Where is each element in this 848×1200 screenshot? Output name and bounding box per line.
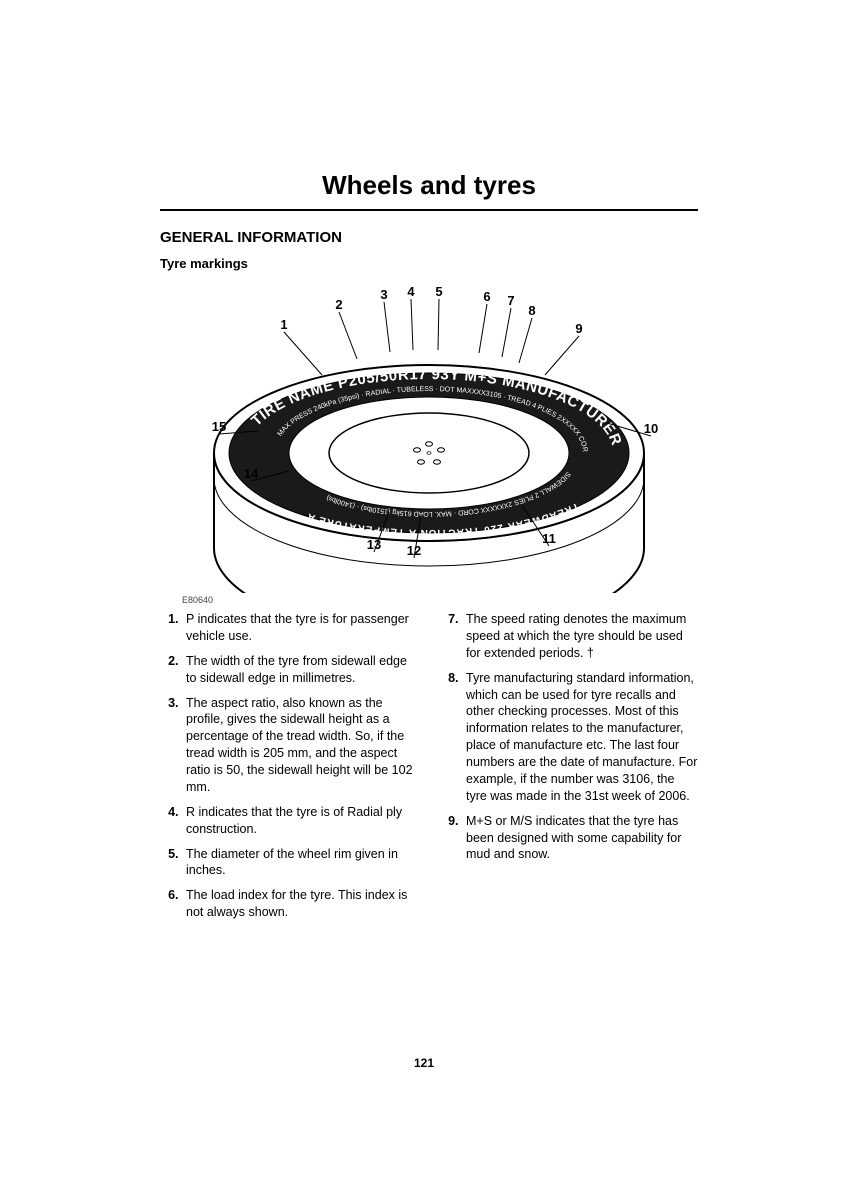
left-column: P indicates that the tyre is for passeng… [160,611,418,929]
right-column: The speed rating denotes the maximum spe… [440,611,698,929]
list-item: The load index for the tyre. This index … [182,887,418,921]
list-item: P indicates that the tyre is for passeng… [182,611,418,645]
page-title: Wheels and tyres [160,170,698,201]
svg-text:6: 6 [483,289,490,304]
svg-text:2: 2 [335,297,342,312]
svg-text:5: 5 [435,284,442,299]
list-item: The speed rating denotes the maximum spe… [462,611,698,662]
svg-text:15: 15 [212,419,226,434]
svg-text:7: 7 [507,293,514,308]
title-divider [160,209,698,211]
svg-text:3: 3 [380,287,387,302]
list-item: M+S or M/S indicates that the tyre has b… [462,813,698,864]
document-page: Wheels and tyres GENERAL INFORMATION Tyr… [0,0,848,1200]
svg-text:4: 4 [407,284,415,299]
svg-text:14: 14 [244,466,259,481]
figure-reference: E80640 [182,595,698,605]
svg-text:9: 9 [575,321,582,336]
svg-text:13: 13 [367,537,381,552]
section-heading: GENERAL INFORMATION [160,229,698,246]
svg-text:11: 11 [542,531,556,546]
tyre-diagram: TIRE NAME P205/50R17 93Y M+S MANUFACTURE… [160,283,698,593]
sub-heading: Tyre markings [160,256,698,271]
left-list: P indicates that the tyre is for passeng… [160,611,418,921]
right-list: The speed rating denotes the maximum spe… [440,611,698,863]
list-item: The width of the tyre from sidewall edge… [182,653,418,687]
list-item: The aspect ratio, also known as the prof… [182,695,418,796]
list-item: The diameter of the wheel rim given in i… [182,846,418,880]
svg-text:12: 12 [407,543,421,558]
list-item: R indicates that the tyre is of Radial p… [182,804,418,838]
svg-text:1: 1 [280,317,287,332]
description-columns: P indicates that the tyre is for passeng… [160,611,698,929]
page-number: 121 [0,1056,848,1070]
svg-text:8: 8 [528,303,535,318]
svg-text:10: 10 [644,421,658,436]
list-item: Tyre manufacturing standard information,… [462,670,698,805]
